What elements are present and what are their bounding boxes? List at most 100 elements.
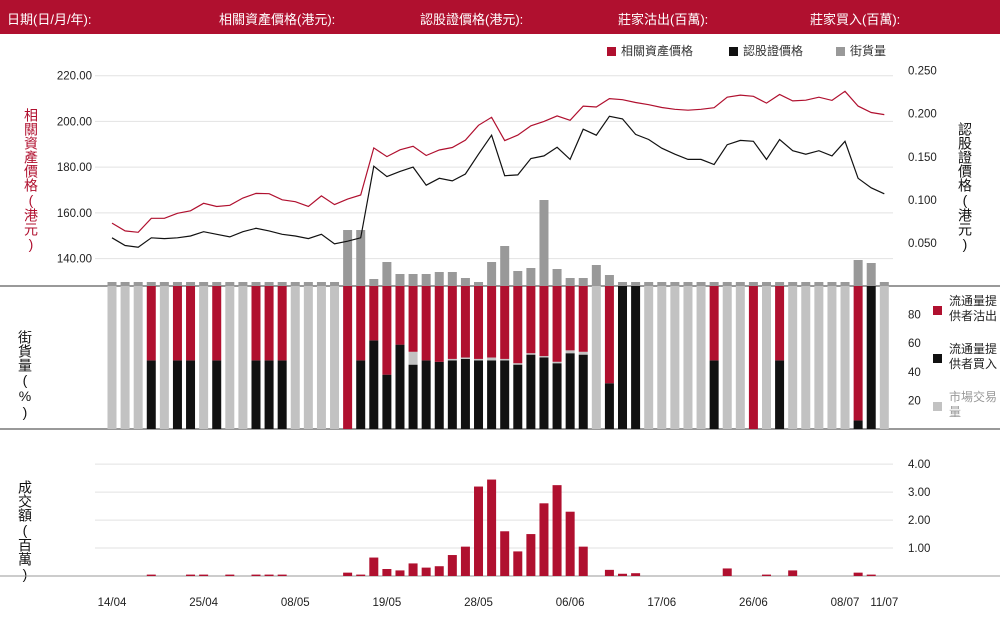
- market-volume-bar: [722, 286, 732, 429]
- lp-sell-bar: [539, 286, 549, 357]
- outstanding-bar: [539, 200, 549, 286]
- lp-sell-bar: [853, 286, 863, 421]
- market-volume-bar: [801, 286, 811, 429]
- turnover-tick-label: 1.00: [908, 543, 930, 555]
- lp-buy-bar: [251, 360, 261, 429]
- right-axis-label-warrant: 認股證價格(港元): [957, 122, 973, 252]
- legend-swatch-lp-buy: [933, 354, 942, 363]
- lp-sell-bar: [500, 286, 510, 359]
- turnover-bar: [474, 486, 484, 576]
- lp-buy-bar: [526, 354, 536, 429]
- left-tick-label: 200.00: [57, 116, 92, 128]
- market-volume-bar: [683, 286, 693, 429]
- lp-sell-bar: [513, 286, 523, 364]
- lp-sell-bar: [408, 286, 418, 352]
- market-volume-bar: [120, 286, 130, 429]
- market-volume-bar: [565, 350, 575, 354]
- lp-sell-bar: [434, 286, 444, 362]
- lp-buy-bar: [474, 360, 484, 429]
- left-tick-label: 140.00: [57, 254, 92, 266]
- market-volume-bar: [487, 357, 497, 361]
- percentage-tick-label: 20: [908, 395, 921, 407]
- outstanding-bar: [565, 278, 575, 286]
- turnover-bar: [552, 485, 562, 576]
- turnover-bar: [369, 557, 379, 576]
- turnover-bar: [264, 574, 274, 576]
- turnover-bar: [513, 551, 523, 576]
- outstanding-bar: [264, 282, 274, 286]
- lp-sell-bar: [565, 286, 575, 351]
- turnover-bar: [853, 572, 863, 576]
- market-volume-bar: [133, 286, 143, 429]
- outstanding-bar: [604, 275, 614, 286]
- lp-buy-bar: [408, 364, 418, 429]
- turnover-bar: [460, 546, 470, 576]
- axis-label-percentage: 街貨量(%): [17, 330, 33, 420]
- outstanding-bar: [513, 271, 523, 286]
- market-volume-bar: [644, 286, 654, 429]
- lp-buy-bar: [369, 340, 379, 429]
- left-tick-label: 220.00: [57, 71, 92, 83]
- left-tick-label: 180.00: [57, 162, 92, 174]
- lp-sell-bar: [775, 286, 785, 361]
- outstanding-bar: [526, 268, 536, 286]
- lp-buy-bar: [186, 360, 196, 429]
- outstanding-bar: [120, 282, 130, 286]
- lp-buy-bar: [212, 360, 222, 429]
- turnover-bar: [199, 574, 209, 576]
- lp-buy-bar: [447, 360, 457, 429]
- outstanding-bar: [290, 282, 300, 286]
- x-tick-label: 08/07: [831, 597, 860, 609]
- outstanding-bar: [748, 282, 758, 286]
- turnover-bar: [762, 574, 771, 576]
- lp-buy-bar: [146, 360, 156, 429]
- market-volume-bar: [840, 286, 850, 429]
- right-tick-label: 0.100: [908, 195, 937, 207]
- turnover-bar: [631, 573, 641, 576]
- outstanding-bar: [801, 282, 811, 286]
- left-tick-label: 160.00: [57, 208, 92, 220]
- lp-sell-bar: [709, 286, 719, 361]
- turnover-bar: [578, 546, 588, 576]
- lp-buy-bar: [277, 360, 287, 429]
- turnover-bar: [146, 574, 156, 576]
- lp-buy-bar: [395, 344, 405, 429]
- lp-sell-bar: [447, 286, 457, 359]
- lp-buy-bar: [172, 360, 182, 429]
- outstanding-bar: [814, 282, 824, 286]
- outstanding-bar: [212, 282, 222, 286]
- turnover-bar: [604, 569, 614, 576]
- legend-swatch-market: [933, 402, 942, 411]
- lp-sell-bar: [487, 286, 497, 358]
- right-tick-label: 0.200: [908, 109, 937, 121]
- dealer-sell-label: 莊家沽出(百萬):: [618, 12, 709, 27]
- market-volume-bar: [762, 286, 771, 429]
- lp-buy-bar: [264, 360, 274, 429]
- market-volume-bar: [199, 286, 209, 429]
- outstanding-bar: [631, 282, 641, 286]
- right-tick-label: 0.050: [908, 238, 937, 250]
- lp-buy-bar: [356, 360, 366, 429]
- x-tick-label: 28/05: [464, 597, 493, 609]
- lp-sell-bar: [552, 286, 562, 362]
- market-volume-bar: [657, 286, 667, 429]
- percentage-tick-label: 60: [908, 338, 921, 350]
- outstanding-bar: [866, 263, 876, 286]
- lp-buy-bar: [866, 286, 876, 429]
- market-volume-bar: [735, 286, 745, 429]
- lp-sell-bar: [748, 286, 758, 429]
- market-volume-bar: [539, 356, 549, 358]
- outstanding-bar: [172, 282, 182, 286]
- lp-sell-bar: [251, 286, 261, 361]
- turnover-bar: [565, 511, 575, 576]
- outstanding-bar: [225, 282, 235, 286]
- lp-buy-bar: [460, 358, 470, 429]
- turnover-bar: [722, 568, 732, 576]
- market-volume-bar: [447, 358, 457, 361]
- legend-swatch-red: [607, 47, 616, 56]
- outstanding-bar: [500, 246, 510, 286]
- outstanding-bar: [251, 282, 261, 286]
- lp-sell-bar: [212, 286, 222, 361]
- outstanding-bar: [343, 230, 353, 286]
